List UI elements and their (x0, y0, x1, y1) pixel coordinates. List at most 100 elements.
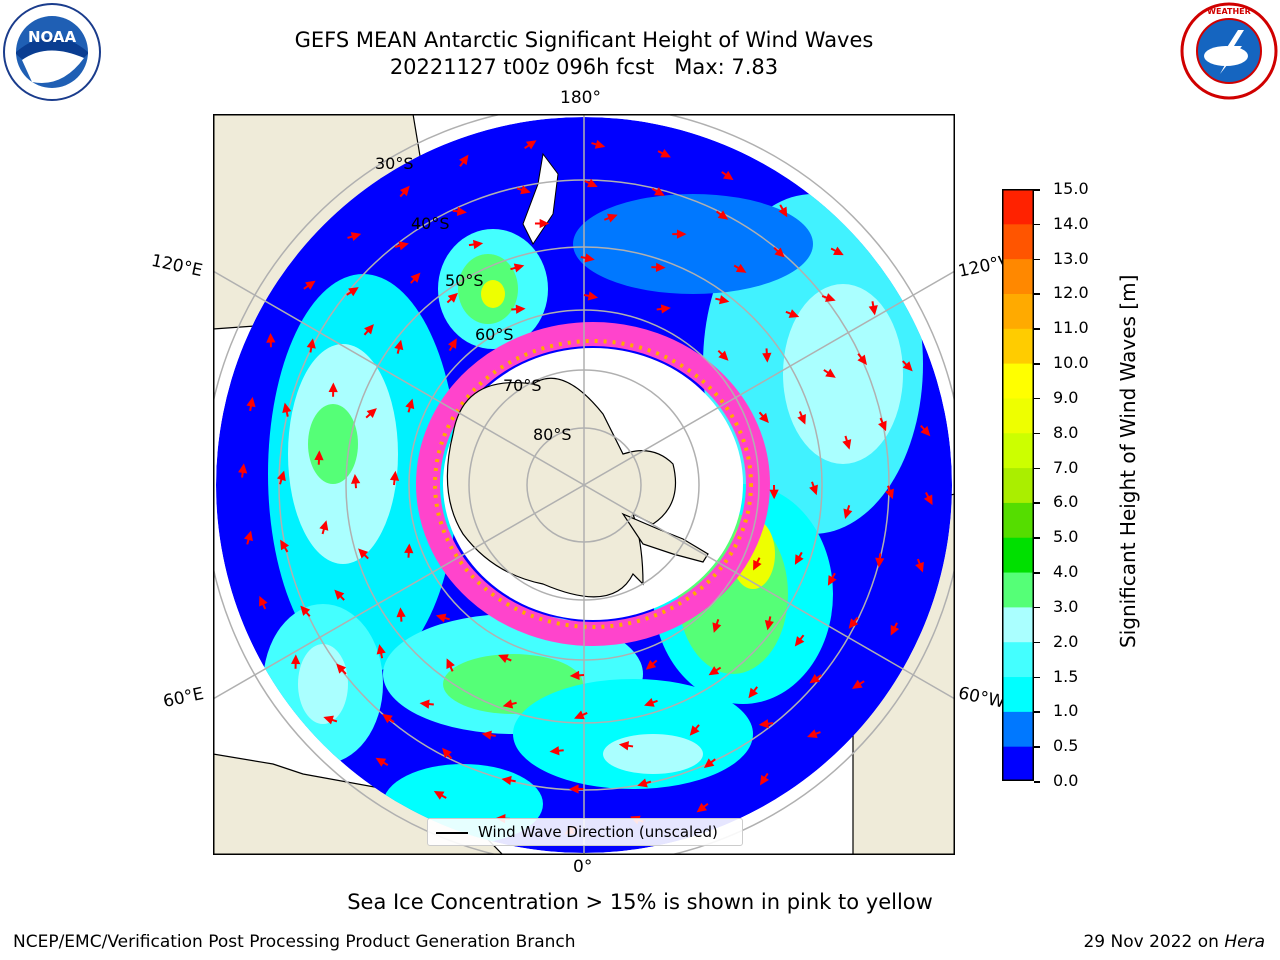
wave-arrow-head (404, 543, 414, 554)
wave-arrow-head (852, 679, 863, 689)
colorbar-tick-mark (1034, 606, 1040, 609)
wave-arrow-head (472, 239, 484, 250)
footer-date-text: 29 Nov 2022 on (1083, 932, 1225, 952)
colorbar-segment (1002, 258, 1034, 294)
map-legend: Wind Wave Direction (unscaled) (427, 818, 743, 846)
colorbar-tick-label: 1.5 (1053, 666, 1079, 686)
colorbar-segment (1002, 676, 1034, 712)
wave-arrow-head (399, 185, 410, 197)
lat-label-70s: 70°S (503, 376, 542, 395)
wave-arrow-head (334, 589, 345, 600)
noaa-logo-text: NOAA (28, 28, 77, 46)
colorbar-tick-label: 7.0 (1053, 457, 1079, 477)
colorbar-segment (1002, 467, 1034, 503)
wave-arrow-head (920, 426, 931, 437)
colorbar-segment (1002, 606, 1034, 643)
wave-arrow-head (915, 561, 924, 573)
wave-arrow-head (376, 644, 386, 655)
colorbar-tick-label: 4.0 (1053, 562, 1079, 582)
colorbar-segment (1002, 641, 1034, 678)
wave-arrow-head (778, 206, 788, 218)
colorbar-tick-label: 3.0 (1053, 596, 1079, 616)
colorbar-tick-label: 15.0 (1053, 179, 1089, 198)
wave-arrow-head (696, 802, 707, 813)
wave-arrow-head (703, 758, 715, 768)
wave-arrow-head (644, 698, 655, 707)
wave-arrow-head (923, 494, 933, 506)
wave-arrow-head (718, 295, 730, 305)
lat-label-60s: 60°S (475, 325, 514, 344)
colorbar-segment (1002, 711, 1034, 747)
wave-arrow-head (266, 332, 276, 343)
wave-arrow-head (498, 654, 509, 663)
wave-arrow-head (323, 715, 334, 725)
wave-arrow-head (433, 790, 445, 800)
wave-arrow-head (282, 402, 292, 414)
wave-arrow-head (435, 613, 447, 623)
colorbar-tick-label: 1.0 (1053, 701, 1079, 721)
colorbar-tick-label: 2.0 (1053, 631, 1079, 651)
wave-arrow-head (389, 470, 400, 481)
wave-arrow-head (722, 170, 734, 181)
lat-label-30s: 30°S (375, 154, 414, 173)
wave-arrow-head (539, 218, 550, 229)
colorbar-tick-mark (1034, 781, 1040, 783)
colorbar-tick-mark (1034, 328, 1040, 330)
wave-arrow-head (797, 414, 806, 425)
wave-arrow-head (712, 622, 722, 633)
wave-arrow-head (448, 338, 457, 349)
wave-arrow-head (396, 607, 406, 618)
antarctic-map: 30°S 40°S 50°S 60°S 70°S 80°S (213, 114, 955, 855)
colorbar-tick-mark (1034, 189, 1040, 191)
wave-arrow-head (660, 304, 671, 314)
wave-arrow-head (398, 241, 409, 251)
wave-arrow-head (276, 470, 286, 482)
wave-arrow-head (875, 557, 885, 568)
lon-label-120e: 120°E (149, 250, 205, 282)
wave-arrow-head (759, 412, 769, 424)
colorbar-tick-mark (1034, 537, 1040, 539)
wave-arrow-head (442, 747, 452, 759)
colorbar-tick-mark (1034, 711, 1040, 713)
colorbar-tick-mark (1034, 293, 1040, 295)
lon-label-180: 180° (560, 88, 601, 108)
colorbar-segment (1002, 746, 1034, 781)
wave-arrow-head (364, 324, 374, 335)
colorbar (1002, 189, 1034, 781)
wave-arrow-head (825, 368, 836, 378)
wave-arrow-head (717, 210, 729, 220)
wave-arrow-head (708, 666, 720, 676)
wave-arrow-head (568, 784, 579, 794)
colorbar-tick-label: 12.0 (1053, 283, 1089, 303)
colorbar-tick-label: 5.0 (1053, 527, 1079, 547)
footer-credit: NCEP/EMC/Verification Post Processing Pr… (13, 932, 576, 952)
wave-arrow-head (513, 263, 525, 273)
wave-arrow-head (336, 663, 347, 674)
svg-text:WEATHER: WEATHER (1207, 7, 1251, 16)
colorbar-tick-mark (1034, 676, 1040, 679)
wave-arrow-head (758, 719, 769, 729)
colorbar-segment (1002, 223, 1034, 260)
wave-arrow-head (549, 746, 560, 756)
wave-arrow-head (520, 185, 531, 195)
wave-arrow-head (350, 232, 362, 242)
wave-arrow-head (618, 741, 630, 751)
wave-arrow-head (525, 140, 537, 150)
wave-direction-arrows (238, 139, 933, 835)
wave-arrow-head (328, 382, 338, 393)
wave-arrow-head (348, 287, 359, 297)
colorbar-segment (1002, 293, 1034, 329)
footer-machine: Hera (1224, 932, 1265, 952)
lat-label-40s: 40°S (411, 214, 450, 233)
colorbar-tick-mark (1034, 502, 1040, 504)
colorbar-segment (1002, 328, 1034, 364)
wave-arrow-head (654, 187, 665, 196)
colorbar-tick-mark (1034, 467, 1040, 470)
wave-arrow-head (259, 595, 268, 607)
wave-arrow-head (833, 246, 844, 256)
wave-arrow-head (827, 575, 837, 586)
nws-logo: WEATHER (1180, 2, 1278, 100)
wave-arrow-head (774, 247, 785, 258)
wave-arrow-head (825, 293, 836, 302)
colorbar-tick-label: 0.0 (1053, 771, 1079, 790)
